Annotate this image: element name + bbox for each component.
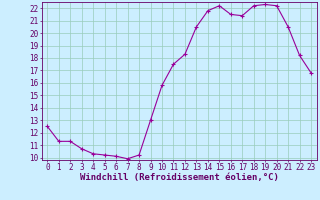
X-axis label: Windchill (Refroidissement éolien,°C): Windchill (Refroidissement éolien,°C): [80, 173, 279, 182]
